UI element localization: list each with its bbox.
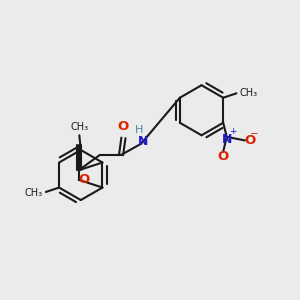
Text: +: + (230, 127, 237, 136)
Text: N: N (221, 133, 232, 146)
Text: CH₃: CH₃ (70, 122, 88, 132)
Text: O: O (118, 120, 129, 134)
Text: H: H (135, 125, 143, 135)
Text: CH₃: CH₃ (239, 88, 257, 98)
Text: CH₃: CH₃ (25, 188, 43, 198)
Text: N: N (138, 135, 148, 148)
Text: −: − (250, 129, 259, 139)
Text: O: O (218, 150, 229, 163)
Text: O: O (78, 173, 90, 186)
Text: O: O (244, 134, 256, 147)
